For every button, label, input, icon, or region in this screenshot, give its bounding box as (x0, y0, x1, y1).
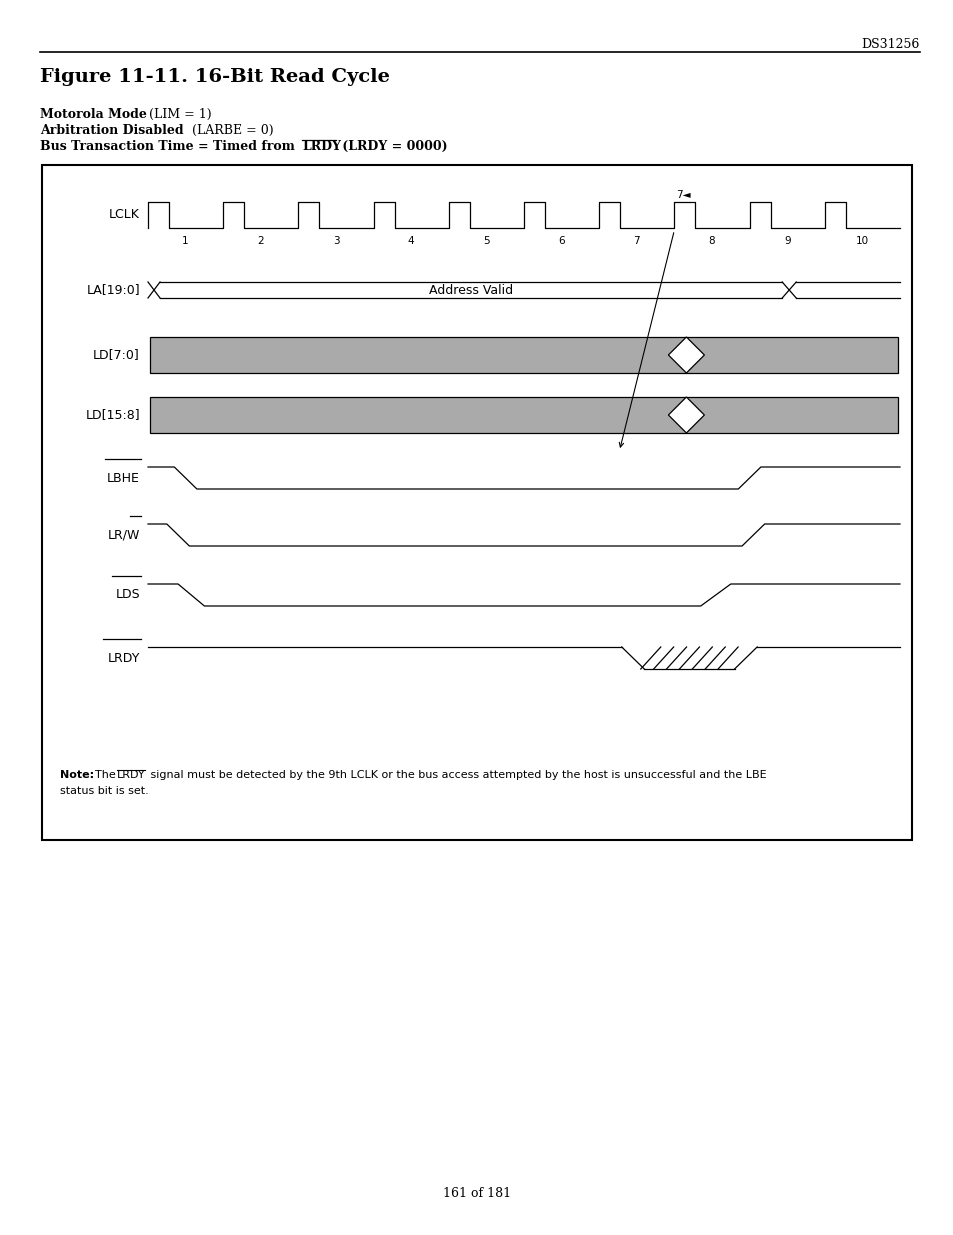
Text: 3: 3 (333, 236, 339, 246)
Text: 10: 10 (855, 236, 868, 246)
Bar (150, 396, 897, 433)
Text: The: The (95, 769, 119, 781)
Text: Arbitration Disabled: Arbitration Disabled (40, 124, 183, 137)
Text: 8: 8 (708, 236, 715, 246)
Text: DS31256: DS31256 (861, 38, 919, 51)
Text: (LRDY = 0000): (LRDY = 0000) (337, 140, 447, 153)
Text: 6: 6 (558, 236, 564, 246)
Text: Note:: Note: (60, 769, 94, 781)
Text: LRDY: LRDY (117, 769, 146, 781)
Text: (LARBE = 0): (LARBE = 0) (188, 124, 274, 137)
Bar (42, 165, 911, 840)
Text: LRDY: LRDY (302, 140, 340, 153)
Text: Motorola Mode: Motorola Mode (40, 107, 147, 121)
Text: 2: 2 (257, 236, 264, 246)
Bar (150, 337, 897, 373)
Text: (LIM = 1): (LIM = 1) (145, 107, 212, 121)
Text: LD[7:0]: LD[7:0] (93, 348, 140, 362)
Text: LRDY: LRDY (108, 652, 140, 664)
Text: LDS: LDS (115, 589, 140, 601)
Polygon shape (668, 337, 703, 373)
Text: Figure 11-11. 16-Bit Read Cycle: Figure 11-11. 16-Bit Read Cycle (40, 68, 390, 86)
Text: Address Valid: Address Valid (429, 284, 513, 296)
Text: 161 of 181: 161 of 181 (442, 1187, 511, 1200)
Text: LCLK: LCLK (109, 209, 140, 221)
Text: 1: 1 (182, 236, 189, 246)
Text: 5: 5 (482, 236, 489, 246)
Text: Bus Transaction Time = Timed from: Bus Transaction Time = Timed from (40, 140, 299, 153)
Text: LA[19:0]: LA[19:0] (87, 284, 140, 296)
Text: LBHE: LBHE (107, 472, 140, 484)
Text: signal must be detected by the 9th LCLK or the bus access attempted by the host : signal must be detected by the 9th LCLK … (147, 769, 766, 781)
Text: 7: 7 (633, 236, 639, 246)
Polygon shape (668, 396, 703, 433)
Text: 9: 9 (783, 236, 790, 246)
Text: status bit is set.: status bit is set. (60, 785, 149, 797)
Text: LR/W: LR/W (108, 529, 140, 541)
Text: LD[15:8]: LD[15:8] (85, 409, 140, 421)
Text: 4: 4 (408, 236, 414, 246)
Text: 7◄: 7◄ (676, 190, 690, 200)
